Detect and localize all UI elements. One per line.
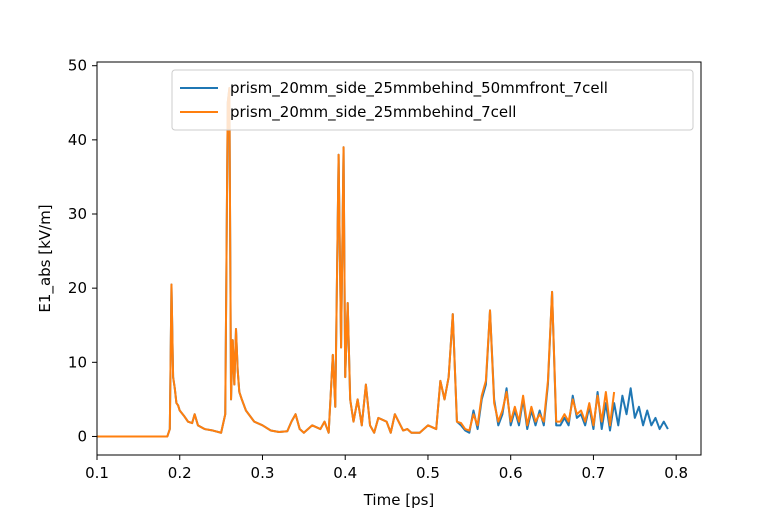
y-tick-label: 10: [68, 353, 87, 371]
x-tick-label: 0.8: [664, 464, 688, 482]
axes-frame: [96, 61, 702, 456]
y-tick-label: 50: [68, 57, 87, 75]
y-tick-label: 30: [68, 205, 87, 223]
legend-box: [171, 69, 694, 131]
x-axis-label: Time [ps]: [363, 491, 435, 509]
x-tick-label: 0.2: [168, 464, 192, 482]
y-tick-label: 0: [77, 427, 87, 445]
y-tick-label: 40: [68, 131, 87, 149]
x-tick-label: 0.3: [251, 464, 275, 482]
legend-label-2: prism_20mm_side_25mmbehind_7cell: [230, 103, 516, 122]
legend-label-1: prism_20mm_side_25mmbehind_50mmfront_7ce…: [230, 79, 608, 98]
legend: prism_20mm_side_25mmbehind_50mmfront_7ce…: [171, 69, 694, 131]
y-tick-label: 20: [68, 279, 87, 297]
x-tick-label: 0.5: [416, 464, 440, 482]
series-line-2: [97, 86, 616, 438]
x-tick-label: 0.7: [582, 464, 606, 482]
x-tick-label: 0.6: [499, 464, 523, 482]
series-group: [97, 86, 669, 438]
axes-group: 0.1 0.2 0.3 0.4 0.5 0.6 0.7 0.8 0 10 20 30 40 50: [68, 57, 702, 482]
x-tick-label: 0.4: [333, 464, 357, 482]
x-tick-label: 0.1: [85, 464, 109, 482]
y-axis-label: E1_abs [kV/m]: [36, 204, 55, 312]
